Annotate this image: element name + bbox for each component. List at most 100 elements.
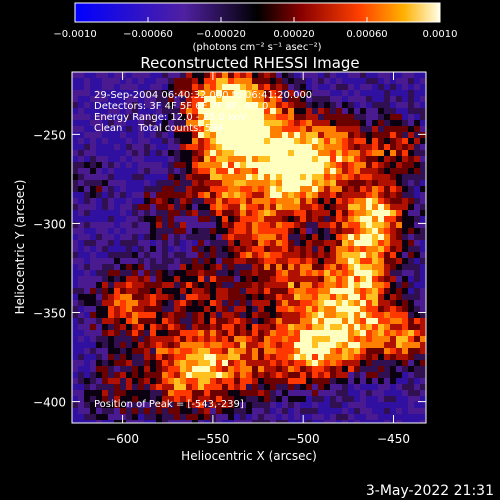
- heatmap-cell: [396, 246, 402, 252]
- heatmap-cell: [330, 168, 336, 174]
- heatmap-cell: [138, 126, 144, 132]
- heatmap-cell: [336, 120, 342, 126]
- heatmap-cell: [318, 228, 324, 234]
- heatmap-cell: [204, 318, 210, 324]
- heatmap-cell: [138, 354, 144, 360]
- heatmap-cell: [186, 216, 192, 222]
- heatmap-cell: [222, 180, 228, 186]
- heatmap-cell: [282, 318, 288, 324]
- heatmap-cell: [144, 114, 150, 120]
- heatmap-cell: [282, 324, 288, 330]
- heatmap-cell: [78, 288, 84, 294]
- heatmap-cell: [420, 156, 426, 162]
- heatmap-cell: [138, 96, 144, 102]
- heatmap-cell: [420, 276, 426, 282]
- heatmap-cell: [198, 162, 204, 168]
- heatmap-cell: [90, 216, 96, 222]
- heatmap-cell: [216, 366, 222, 372]
- heatmap-cell: [120, 228, 126, 234]
- heatmap-cell: [192, 342, 198, 348]
- heatmap-cell: [120, 120, 126, 126]
- heatmap-cell: [402, 240, 408, 246]
- heatmap-cell: [354, 282, 360, 288]
- heatmap-cell: [174, 114, 180, 120]
- heatmap-cell: [324, 336, 330, 342]
- heatmap-cell: [234, 108, 240, 114]
- heatmap-cell: [348, 366, 354, 372]
- heatmap-cell: [330, 234, 336, 240]
- heatmap-cell: [390, 402, 396, 408]
- heatmap-cell: [156, 72, 162, 78]
- heatmap-cell: [168, 378, 174, 384]
- heatmap-cell: [360, 402, 366, 408]
- heatmap-cell: [378, 390, 384, 396]
- heatmap-cell: [390, 186, 396, 192]
- heatmap-cell: [234, 372, 240, 378]
- heatmap-cell: [408, 252, 414, 258]
- heatmap-cell: [408, 168, 414, 174]
- heatmap-cell: [372, 180, 378, 186]
- heatmap-cell: [396, 330, 402, 336]
- heatmap-cell: [324, 168, 330, 174]
- heatmap-cell: [96, 168, 102, 174]
- heatmap-cell: [396, 180, 402, 186]
- heatmap-cell: [186, 336, 192, 342]
- heatmap-cell: [240, 360, 246, 366]
- heatmap-cell: [198, 78, 204, 84]
- heatmap-cell: [288, 252, 294, 258]
- heatmap-cell: [360, 318, 366, 324]
- heatmap-cell: [216, 288, 222, 294]
- heatmap-cell: [420, 282, 426, 288]
- heatmap-cell: [390, 330, 396, 336]
- heatmap-cell: [420, 402, 426, 408]
- heatmap-cell: [192, 318, 198, 324]
- heatmap-cell: [216, 408, 222, 414]
- heatmap-cell: [408, 330, 414, 336]
- heatmap-cell: [390, 390, 396, 396]
- heatmap-cell: [300, 96, 306, 102]
- heatmap-cell: [318, 252, 324, 258]
- heatmap-cell: [120, 306, 126, 312]
- heatmap-cell: [390, 282, 396, 288]
- heatmap-cell: [114, 78, 120, 84]
- heatmap-cell: [210, 144, 216, 150]
- heatmap-cell: [270, 90, 276, 96]
- heatmap-cell: [390, 78, 396, 84]
- heatmap-cell: [240, 246, 246, 252]
- heatmap-cell: [288, 420, 294, 423]
- heatmap-cell: [168, 408, 174, 414]
- heatmap-cell: [396, 396, 402, 402]
- heatmap-cell: [132, 144, 138, 150]
- heatmap-cell: [222, 222, 228, 228]
- heatmap-cell: [378, 408, 384, 414]
- heatmap-cell: [216, 396, 222, 402]
- heatmap-cell: [84, 180, 90, 186]
- heatmap-cell: [402, 198, 408, 204]
- heatmap-cell: [126, 252, 132, 258]
- heatmap-cell: [228, 360, 234, 366]
- heatmap-cell: [300, 162, 306, 168]
- heatmap-cell: [264, 198, 270, 204]
- heatmap-cell: [210, 78, 216, 84]
- heatmap-cell: [252, 168, 258, 174]
- heatmap-cell: [306, 276, 312, 282]
- heatmap-cell: [234, 300, 240, 306]
- heatmap-cell: [378, 138, 384, 144]
- heatmap-cell: [228, 330, 234, 336]
- heatmap-cell: [336, 312, 342, 318]
- heatmap-cell: [348, 294, 354, 300]
- heatmap-cell: [216, 414, 222, 420]
- heatmap-cell: [246, 414, 252, 420]
- heatmap-cell: [246, 204, 252, 210]
- heatmap-cell: [162, 228, 168, 234]
- heatmap-cell: [90, 336, 96, 342]
- heatmap-cell: [138, 132, 144, 138]
- heatmap-cell: [324, 372, 330, 378]
- heatmap-cell: [210, 264, 216, 270]
- heatmap-cell: [216, 252, 222, 258]
- heatmap-cell: [252, 384, 258, 390]
- heatmap-cell: [384, 402, 390, 408]
- heatmap-cell: [144, 168, 150, 174]
- heatmap-cell: [252, 228, 258, 234]
- heatmap-cell: [138, 330, 144, 336]
